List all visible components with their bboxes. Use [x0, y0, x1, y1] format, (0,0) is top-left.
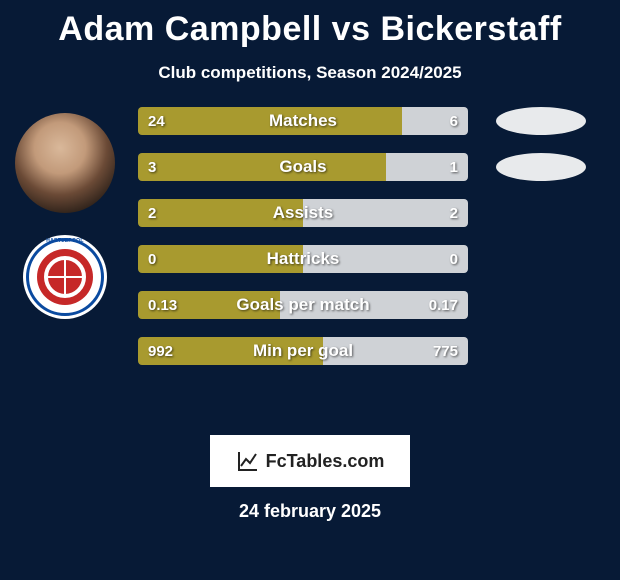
stat-row: 31Goals — [138, 153, 468, 181]
stat-label: Matches — [138, 107, 468, 135]
date-label: 24 february 2025 — [0, 501, 620, 522]
ellipse-slot — [490, 199, 600, 227]
stat-label: Assists — [138, 199, 468, 227]
stat-row: 992775Min per goal — [138, 337, 468, 365]
stat-bars: 246Matches 31Goals 22Assists 00Hattricks 0.1… — [138, 107, 468, 365]
ellipse-icon — [496, 107, 586, 135]
stat-label: Goals per match — [138, 291, 468, 319]
page-subtitle: Club competitions, Season 2024/2025 — [0, 63, 620, 83]
stats-wrap: HARTLEPOOL 246Matches31Goals22Assists00H… — [0, 113, 620, 413]
ellipse-slot — [490, 153, 600, 181]
fctables-label: FcTables.com — [266, 451, 385, 472]
left-column: HARTLEPOOL — [10, 113, 120, 319]
stat-label: Goals — [138, 153, 468, 181]
fctables-badge: FcTables.com — [210, 435, 410, 487]
ellipse-icon — [496, 153, 586, 181]
stat-row: 22Assists — [138, 199, 468, 227]
badge-text: HARTLEPOOL — [46, 238, 83, 244]
player-photo — [15, 113, 115, 213]
stat-label: Min per goal — [138, 337, 468, 365]
ellipse-slot — [490, 291, 600, 319]
comparison-content: HARTLEPOOL 246Matches31Goals22Assists00H… — [0, 113, 620, 522]
ellipse-slot — [490, 337, 600, 365]
right-icons — [490, 107, 600, 365]
ellipse-slot — [490, 107, 600, 135]
stat-row: 00Hattricks — [138, 245, 468, 273]
club-badge: HARTLEPOOL — [23, 235, 107, 319]
stat-row: 246Matches — [138, 107, 468, 135]
ellipse-slot — [490, 245, 600, 273]
chart-icon — [236, 449, 260, 473]
stat-row: 0.130.17Goals per match — [138, 291, 468, 319]
page-title: Adam Campbell vs Bickerstaff — [0, 0, 620, 49]
stat-label: Hattricks — [138, 245, 468, 273]
